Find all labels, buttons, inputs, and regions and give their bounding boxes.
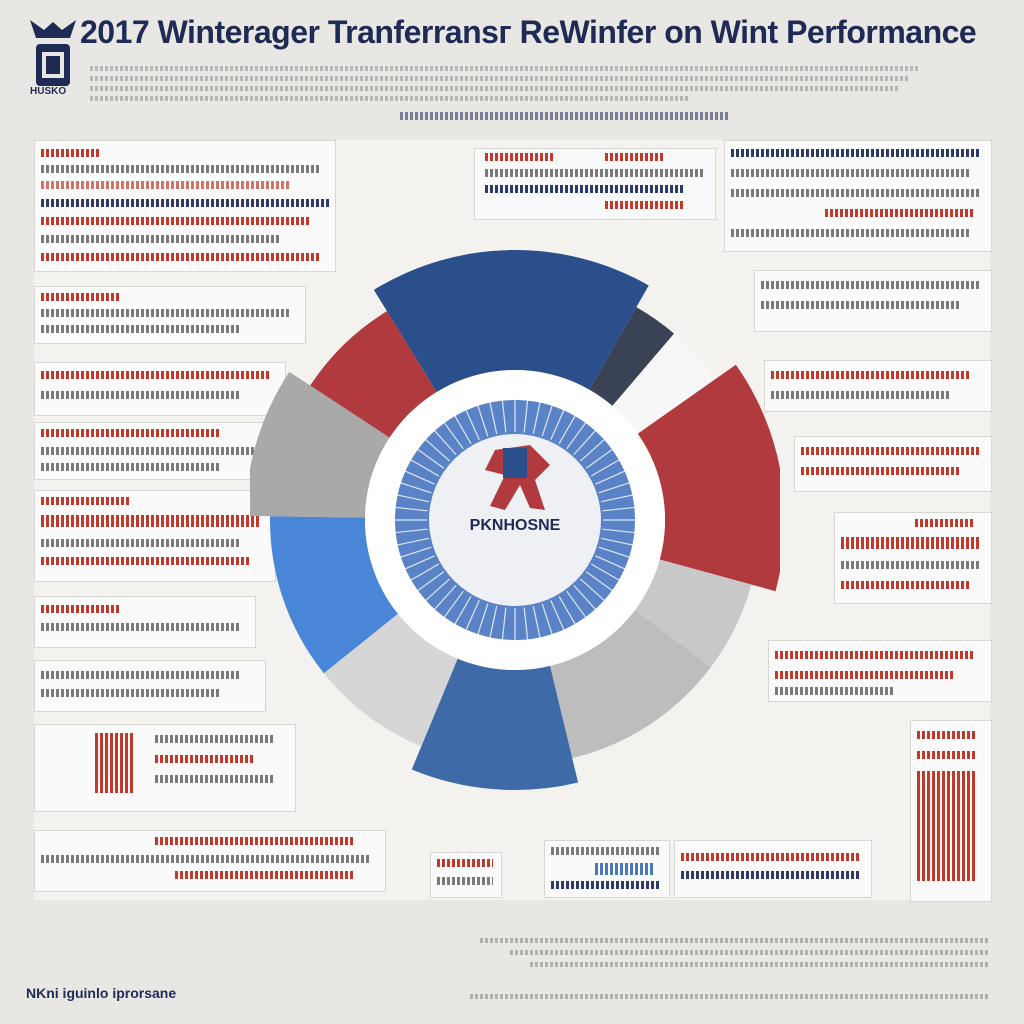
dial-tick (602, 528, 635, 534)
dial-tick (489, 605, 498, 638)
dial-tick (405, 470, 435, 485)
dial-tick (550, 410, 565, 440)
info-block-right-4 (794, 436, 992, 492)
pie-slice-11 (310, 311, 437, 438)
dial-tick (590, 563, 620, 581)
dial-tick (417, 571, 445, 592)
logo-text: HUSKO (30, 86, 67, 97)
team-logo (26, 16, 80, 100)
dial-tick (602, 506, 635, 512)
info-block-right-5 (834, 512, 992, 604)
info-block-bottom-left (34, 830, 386, 892)
pie-slice-5 (634, 559, 752, 668)
dial-tick (573, 584, 596, 610)
pie-slice-4 (637, 364, 780, 592)
center-core (429, 434, 601, 606)
info-block-right-3 (764, 360, 992, 412)
dial-tick (434, 584, 457, 610)
dial-tick (443, 422, 464, 450)
info-block-left-6 (34, 596, 256, 648)
dial-tick (579, 439, 605, 462)
pie-slice-6 (550, 610, 711, 759)
info-block-bottom-center-1 (430, 852, 502, 898)
info-block-left-7 (34, 660, 266, 712)
dial-tick (397, 537, 430, 546)
dial-tick (465, 600, 480, 630)
footer-left-text: NKni iguinlo iprorsane (26, 985, 177, 1001)
dial-tick (425, 439, 451, 462)
dial-tick (400, 546, 432, 558)
pie-slice-2 (589, 307, 675, 406)
dial-tick (558, 595, 576, 625)
dial-tick (585, 448, 613, 469)
dial-tick (477, 405, 489, 437)
dial-tick (443, 590, 464, 618)
dial-tick (600, 494, 633, 503)
info-block-right-6 (768, 640, 992, 702)
subtitle-strip (400, 112, 730, 120)
dial-tick (489, 402, 498, 435)
info-block-left-8 (34, 724, 296, 812)
info-block-bottom-center-2 (544, 840, 670, 898)
player-shirt (503, 448, 527, 478)
info-block-right-1 (724, 140, 992, 252)
pie-slice-9 (270, 516, 398, 674)
dial-tick (405, 555, 435, 570)
dial-tick (523, 607, 529, 640)
info-block-left-1 (34, 140, 336, 272)
dial-tick (400, 482, 432, 494)
dial-tick (532, 605, 541, 638)
pie-slice-8 (323, 613, 458, 747)
pie-slice-3 (612, 333, 716, 434)
dial-tick (558, 415, 576, 445)
info-block-bottom-center-3 (674, 840, 872, 898)
dial-tick (579, 578, 605, 601)
page-title: 2017 Winterager Tranferransг ReWinfer on… (80, 14, 977, 50)
dial-tick (397, 494, 430, 503)
dial-tick (532, 402, 541, 435)
info-block-left-2 (34, 286, 306, 344)
dial-tick (434, 430, 457, 456)
dial-tick (523, 400, 529, 433)
dial-tick (595, 470, 625, 485)
info-block-top-center (474, 148, 716, 220)
dial-tick (425, 578, 451, 601)
pie-slice-7 (411, 658, 579, 790)
dial-tick (410, 563, 440, 581)
dial-tick (477, 603, 489, 635)
dial-tick (590, 459, 620, 477)
dial-tick (465, 410, 480, 440)
dial-tick (541, 405, 553, 437)
dial-tick (410, 459, 440, 477)
dial-tick (585, 571, 613, 592)
center-label: PKNHOSNE (470, 517, 561, 534)
dial-tick (598, 546, 630, 558)
dial-tick (501, 400, 507, 433)
footer-notes (470, 932, 990, 1012)
info-block-left-5 (34, 490, 276, 582)
donut-chart: PKNHOSNE (250, 250, 780, 790)
intro-paragraph (90, 66, 920, 104)
info-block-left-4 (34, 422, 276, 480)
dial-tick (541, 603, 553, 635)
dial-tick (454, 595, 472, 625)
pie-slice-10 (250, 371, 390, 518)
dial-tick (417, 448, 445, 469)
dial-tick (566, 590, 587, 618)
dial-tick (395, 506, 428, 512)
info-block-right-7 (910, 720, 992, 902)
dial-tick (595, 555, 625, 570)
dial-tick (550, 600, 565, 630)
dial-tick (573, 430, 596, 456)
info-block-left-3 (34, 362, 286, 416)
info-block-right-2 (754, 270, 992, 332)
dial-tick (501, 607, 507, 640)
dial-tick (566, 422, 587, 450)
dial-tick (454, 415, 472, 445)
dial-tick (598, 482, 630, 494)
infographic-panel (34, 140, 992, 902)
dial-tick (600, 537, 633, 546)
dial-tick (395, 528, 428, 534)
pie-slice-1 (373, 250, 649, 393)
